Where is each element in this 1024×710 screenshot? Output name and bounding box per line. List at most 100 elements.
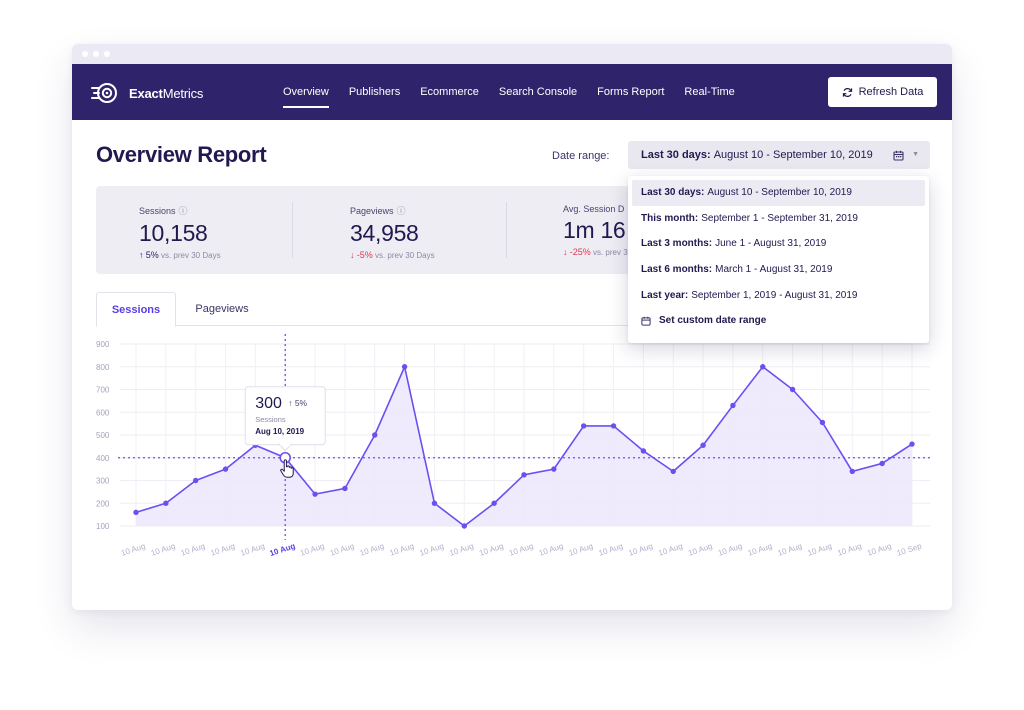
y-tick-label: 600 [96, 408, 110, 417]
data-point[interactable] [700, 442, 706, 448]
x-tick-label: 10 Aug [777, 541, 803, 557]
data-point[interactable] [909, 441, 915, 447]
x-tick-label: 10 Aug [806, 541, 832, 557]
data-point[interactable] [610, 423, 617, 429]
x-tick-label: 10 Aug [359, 541, 385, 557]
refresh-icon [842, 87, 852, 97]
refresh-data-label: Refresh Data [858, 86, 924, 98]
x-tick-label: 10 Aug [598, 541, 624, 557]
x-tick-label: 10 Aug [210, 541, 236, 557]
y-tick-label: 400 [96, 454, 110, 463]
refresh-data-button[interactable]: Refresh Data [828, 77, 937, 107]
data-point[interactable] [670, 468, 676, 475]
x-tick-label: 10 Aug [418, 541, 444, 557]
page-title: Overview Report [96, 142, 267, 167]
tab-pageviews[interactable]: Pageviews [195, 303, 249, 315]
data-point[interactable] [491, 500, 497, 506]
data-point[interactable] [521, 472, 527, 478]
stat-label: Pageviews ⓘ [350, 206, 406, 216]
main-nav: Overview Publishers Ecommerce Search Con… [283, 64, 735, 120]
tooltip-pointer-mask [280, 442, 291, 446]
stat-value: 10,158 [139, 220, 208, 246]
stats-panel: Sessions ⓘ 10,158 ↑ 5% vs. prev 30 Days P… [96, 186, 716, 274]
x-tick-label: 10 Aug [747, 541, 773, 557]
x-tick-label: 10 Aug [120, 541, 146, 557]
x-tick-label: 10 Aug [627, 541, 653, 557]
x-tick-label: 10 Aug [866, 541, 892, 557]
data-point[interactable] [312, 491, 318, 497]
data-point[interactable] [551, 466, 557, 472]
nav-item-ecommerce[interactable]: Ecommerce [420, 86, 479, 98]
tooltip-value: 300 [255, 395, 282, 412]
data-point[interactable] [372, 432, 378, 438]
stat-change: ↓ -25% vs. prev 30 Days [563, 247, 653, 257]
data-point[interactable] [163, 500, 169, 506]
brand-logo[interactable]: ExactMetrics [90, 78, 203, 108]
date-range-select[interactable]: Last 30 days: August 10 - September 10, … [628, 141, 930, 169]
date-option-last-6-months[interactable]: Last 6 months: March 1 - August 31, 2019 [641, 264, 833, 276]
tooltip-date: Aug 10, 2019 [255, 427, 304, 436]
x-tick-label: 10 Aug [657, 541, 683, 557]
data-point[interactable] [849, 468, 856, 475]
nav-item-search-console[interactable]: Search Console [498, 86, 578, 98]
calendar-icon [893, 150, 904, 161]
hand-cursor-icon [280, 459, 294, 478]
stat-label: Avg. Session D [563, 204, 625, 214]
nav-item-real-time[interactable]: Real-Time [684, 86, 735, 98]
chevron-down-icon: ▼ [912, 151, 919, 158]
data-point[interactable] [133, 509, 139, 516]
nav-item-forms-report[interactable]: Forms Report [597, 86, 665, 98]
x-tick-label: 10 Aug [478, 541, 504, 557]
data-point[interactable] [879, 460, 885, 467]
tab-sessions[interactable]: Sessions [96, 292, 176, 327]
data-point[interactable] [431, 500, 438, 506]
window-dot [93, 51, 99, 57]
top-navbar: ExactMetrics Overview Publishers Ecommer… [72, 64, 952, 120]
data-point[interactable] [342, 485, 348, 492]
data-point[interactable] [192, 477, 199, 484]
y-tick-label: 800 [96, 363, 110, 372]
x-tick-label: 10 Aug [687, 541, 713, 557]
date-option-last-year[interactable]: Last year: September 1, 2019 - August 31,… [641, 289, 858, 301]
x-tick-label: 10 Aug [299, 541, 325, 557]
stat-change: ↑ 5% vs. prev 30 Days [139, 250, 221, 260]
data-point[interactable] [819, 419, 826, 426]
window-dot [104, 51, 110, 57]
x-tick-label: 10 Aug [389, 541, 415, 557]
x-tick-label: 10 Aug [269, 541, 297, 558]
info-icon[interactable]: ⓘ [396, 206, 406, 216]
nav-item-overview[interactable]: Overview [283, 64, 329, 120]
data-point[interactable] [461, 523, 468, 529]
brand-name: ExactMetrics [129, 85, 204, 101]
stat-divider [506, 202, 507, 258]
date-option-this-month[interactable]: This month: September 1 - September 31, 2… [641, 212, 858, 224]
x-tick-label: 10 Aug [239, 541, 265, 557]
chart-tabs: Sessions Pageviews [96, 292, 929, 327]
y-tick-label: 700 [96, 386, 110, 395]
stat-value: 1m 16 [563, 217, 626, 243]
data-point[interactable] [640, 448, 647, 454]
x-tick-label: 10 Aug [180, 541, 206, 557]
stat-label: Sessions ⓘ [139, 206, 188, 216]
set-custom-date-range[interactable]: Set custom date range [632, 308, 925, 334]
y-tick-label: 200 [96, 499, 110, 508]
stat-divider [292, 202, 293, 258]
x-tick-label: 10 Aug [538, 541, 564, 557]
data-point[interactable] [789, 386, 796, 393]
date-option-last-3-months[interactable]: Last 3 months: June 1 - August 31, 2019 [641, 238, 827, 250]
date-option-last-30-days[interactable]: Last 30 days: August 10 - September 10, 2… [632, 180, 925, 206]
stat-sessions: Sessions ⓘ 10,158 ↑ 5% vs. prev 30 Days [139, 204, 339, 260]
nav-item-publishers[interactable]: Publishers [348, 86, 401, 98]
info-icon[interactable]: ⓘ [178, 206, 188, 216]
data-point[interactable] [730, 402, 736, 409]
data-point[interactable] [401, 364, 408, 370]
x-tick-label: 10 Aug [329, 541, 355, 557]
data-point[interactable] [580, 423, 587, 429]
date-range-dropdown: Last 30 days: August 10 - September 10, 2… [628, 176, 929, 343]
data-point[interactable] [760, 364, 766, 370]
data-point[interactable] [222, 466, 229, 472]
window-dot [82, 51, 88, 57]
x-tick-label: 10 Aug [717, 541, 743, 557]
x-tick-label: 10 Aug [150, 541, 176, 557]
